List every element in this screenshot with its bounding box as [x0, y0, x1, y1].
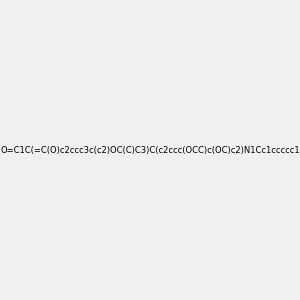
- Text: O=C1C(=C(O)c2ccc3c(c2)OC(C)C3)C(c2ccc(OCC)c(OC)c2)N1Cc1ccccc1: O=C1C(=C(O)c2ccc3c(c2)OC(C)C3)C(c2ccc(OC…: [0, 146, 300, 154]
